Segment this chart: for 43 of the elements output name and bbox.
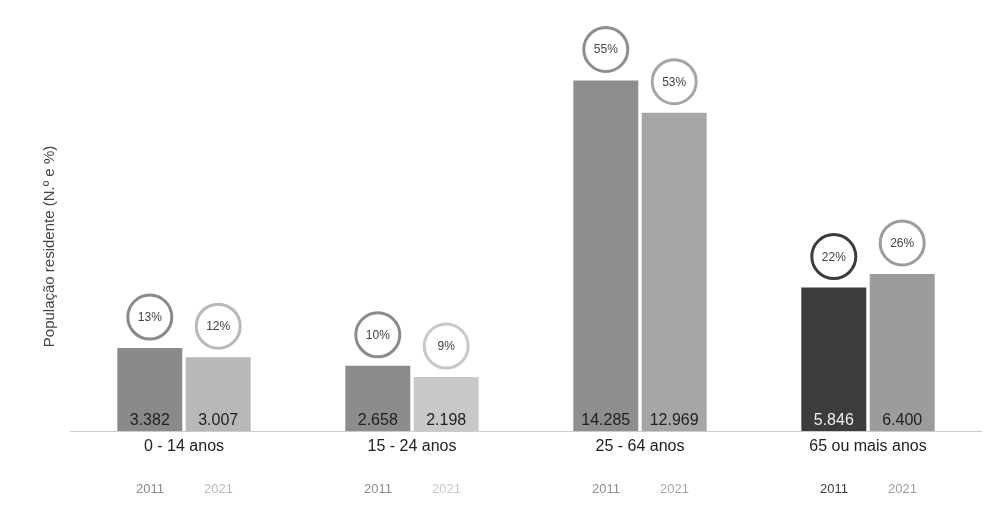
text: 2021 (888, 481, 917, 496)
text: 2011 (592, 481, 620, 496)
annotation: 10% (365, 327, 391, 342)
data-label: 14.285 (581, 411, 631, 428)
x-tick-label: 25 - 64 anos (595, 437, 685, 455)
annotation: 53% (662, 74, 687, 89)
x-tick-label: 15 - 24 anos (367, 437, 457, 455)
text: 2011 (364, 481, 392, 496)
percent-badge: 10% (354, 311, 402, 359)
percent-badge: 53% (650, 58, 698, 106)
text: 2011 (136, 481, 164, 496)
annotation: 13% (137, 310, 163, 325)
annotation: 55% (593, 42, 619, 57)
data-label: 5.846 (813, 411, 854, 428)
bar (641, 112, 707, 431)
text: 2011 (820, 481, 848, 496)
bar (573, 80, 639, 431)
bar (117, 348, 183, 431)
percent-badge: 13% (126, 293, 174, 341)
percent-badge: 55% (582, 25, 630, 73)
percent-badge: 9% (422, 322, 470, 370)
x-tick-label: 65 ou mais anos (809, 437, 927, 455)
text: 2021 (660, 481, 689, 496)
data-label: 6.400 (882, 411, 923, 428)
data-label: 2.658 (357, 411, 398, 428)
bar (801, 287, 867, 431)
data-label: 3.007 (198, 411, 239, 428)
percent-badge: 12% (194, 302, 242, 350)
bar (185, 357, 251, 431)
x-tick-label: 0 - 14 anos (143, 437, 225, 455)
percent-badge: 26% (878, 219, 926, 267)
percent-badge: 22% (810, 233, 858, 281)
bar (345, 365, 411, 431)
bar (869, 273, 935, 431)
annotation: 26% (890, 235, 915, 250)
data-label: 12.969 (649, 411, 699, 428)
annotation: 12% (206, 319, 231, 334)
text: 2021 (204, 481, 233, 496)
data-label: 3.382 (129, 411, 170, 428)
annotation: 22% (821, 249, 847, 264)
data-label: 2.198 (426, 411, 467, 428)
y-axis-title: População residente (N.º e %) (40, 145, 58, 348)
annotation: 9% (437, 339, 456, 354)
